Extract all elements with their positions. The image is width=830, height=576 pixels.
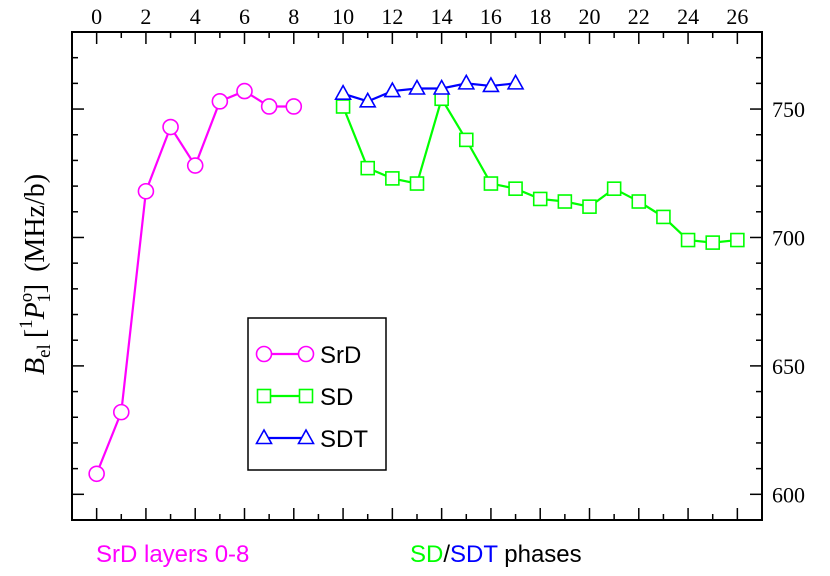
data-point-sd (532, 191, 548, 207)
bottom-label-sd: SD (410, 541, 443, 568)
legend-marker-left (256, 388, 272, 404)
legend-label: SDT (320, 426, 368, 453)
x-tick-label: 4 (190, 4, 201, 29)
x-tick-label: 10 (332, 4, 354, 29)
x-tick-label: 8 (288, 4, 299, 29)
series-line-sd (342, 96, 738, 244)
data-point-srd (285, 98, 303, 115)
data-point-sd (508, 181, 523, 196)
plot-frame (71, 31, 763, 521)
x-tick-label: 12 (381, 4, 403, 29)
data-point-sdt (506, 73, 525, 90)
y-label-symbol: B (20, 358, 51, 375)
data-point-sdt (482, 76, 500, 93)
data-point-srd (260, 98, 278, 115)
data-point-sd (582, 199, 597, 214)
y-tick-label: 600 (772, 482, 805, 507)
legend: SrD SD SDT (247, 317, 387, 471)
y-label-term-sup: 1 (16, 319, 37, 329)
bottom-label-sdt: SDT (450, 541, 498, 568)
data-point-sd (385, 171, 400, 186)
data-point-sd (656, 209, 671, 225)
y-label-term-sup2: o (16, 293, 37, 303)
data-point-sd (631, 194, 647, 209)
bottom-label-slash: / (443, 541, 450, 568)
x-tick-label: 0 (91, 4, 102, 29)
y-tick-label: 650 (772, 354, 805, 379)
y-tick-label: 700 (772, 225, 805, 250)
x-tick-label: 24 (677, 4, 699, 29)
y-label-bracket-close: ] (20, 284, 51, 293)
x-tick-label: 6 (239, 4, 250, 29)
legend-item-sdt: SDT (255, 426, 368, 453)
y-label-sub: el (34, 344, 55, 358)
data-point-sd (483, 176, 499, 191)
x-tick-label: 22 (628, 4, 650, 29)
series-layer (88, 73, 745, 483)
data-point-sdt (432, 78, 451, 95)
data-point-srd (236, 82, 253, 100)
y-label-term-sub: 1 (34, 293, 55, 303)
legend-marker-right (297, 428, 315, 445)
data-point-sdt (408, 78, 426, 95)
data-point-sd (705, 235, 721, 250)
y-tick-label: 750 (772, 97, 805, 122)
legend-items: SrD SD SDT (255, 342, 368, 453)
y-label-unit: (MHz/b) (20, 174, 51, 272)
x-tick-label: 20 (579, 4, 601, 29)
data-point-sd (557, 194, 573, 209)
data-point-srd (162, 118, 179, 136)
data-point-sd (730, 232, 745, 248)
data-point-srd (186, 157, 204, 174)
bottom-label-phases: SD/SDT phases (410, 541, 582, 568)
x-tick-label: 26 (726, 4, 748, 29)
x-tick-label: 16 (480, 4, 502, 29)
series-srd (88, 82, 303, 483)
data-point-sdt (358, 91, 377, 108)
data-point-sd (335, 99, 351, 114)
data-point-sd (458, 132, 474, 148)
x-tick-label: 18 (529, 4, 551, 29)
legend-marker-left (255, 428, 273, 445)
data-point-sdt (383, 81, 402, 98)
x-tick-label: 2 (140, 4, 151, 29)
legend-marker-left (255, 345, 273, 363)
legend-item-srd: SrD (255, 342, 361, 369)
y-label-term-letter: P (20, 302, 51, 320)
bottom-label-srd: SrD layers 0-8 (96, 541, 249, 568)
y-label-bracket-open: [ (20, 329, 51, 338)
data-point-srd (137, 182, 155, 200)
data-point-sd (409, 176, 425, 191)
data-point-srd (88, 465, 105, 483)
legend-item-sd: SD (256, 384, 353, 411)
y-axis-label: Bel[1Po1](MHz/b) (16, 174, 55, 375)
x-tick-label: 14 (431, 4, 453, 29)
data-point-sd (680, 232, 696, 248)
data-point-sd (606, 181, 622, 196)
legend-label: SrD (320, 342, 361, 369)
series-sdt (334, 73, 525, 108)
legend-marker-right (298, 388, 314, 404)
series-sd (335, 91, 745, 250)
data-point-srd (112, 403, 130, 421)
legend-marker-right (297, 345, 315, 363)
legend-label: SD (320, 384, 353, 411)
data-point-sd (360, 160, 376, 176)
data-point-sdt (334, 83, 352, 100)
data-point-sdt (457, 73, 476, 90)
bottom-label-phases-text: phases (498, 541, 582, 568)
data-point-srd (211, 93, 229, 110)
